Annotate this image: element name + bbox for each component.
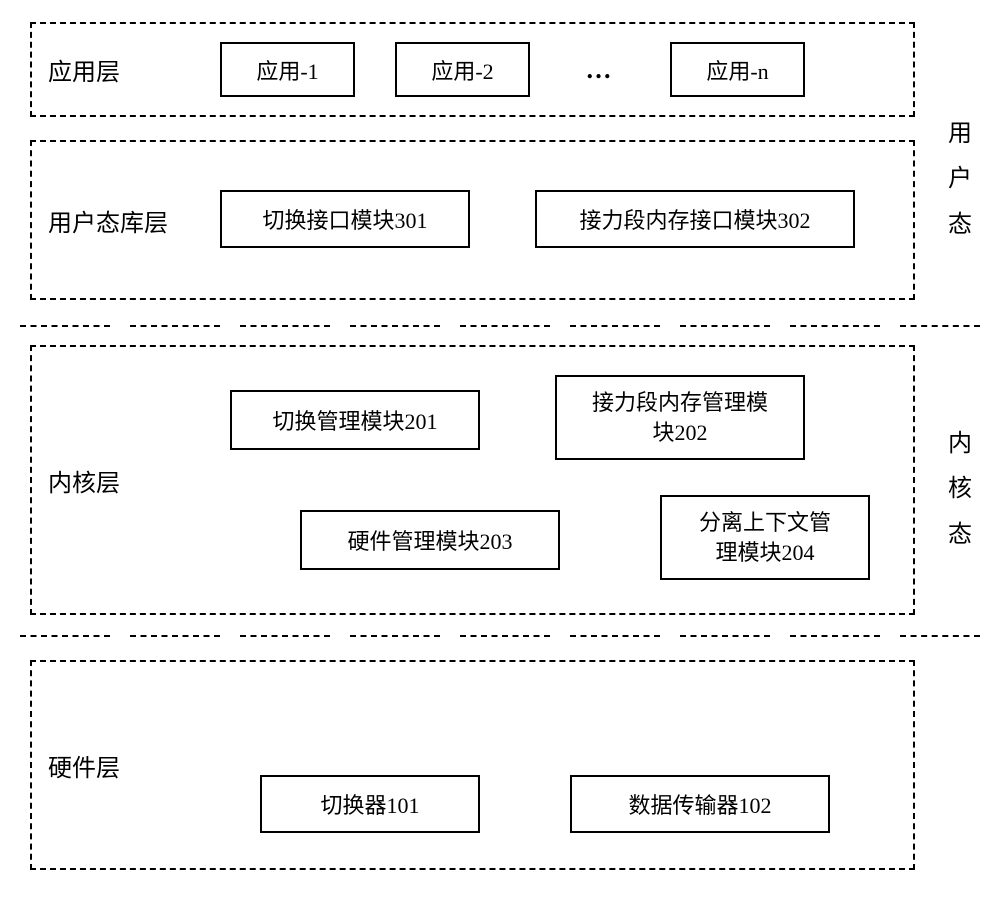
app-n-box: 应用-n — [670, 42, 805, 97]
module-301-box: 切换接口模块301 — [220, 190, 470, 248]
app-1-box: 应用-1 — [220, 42, 355, 97]
module-204-box: 分离上下文管理模块204 — [660, 495, 870, 580]
layer-app-label: 应用层 — [48, 22, 198, 117]
kernel-mode-label: 内 核 态 — [940, 370, 980, 610]
layer-lib-label: 用户态库层 — [48, 140, 218, 300]
diagram-stage: 应用层 用户态库层 内核层 硬件层 应用-1 应用-2 … 应用-n 切换接口模… — [0, 0, 1000, 905]
module-102-box: 数据传输器102 — [570, 775, 830, 833]
module-101-box: 切换器101 — [260, 775, 480, 833]
user-mode-label: 用 户 态 — [940, 60, 980, 300]
layer-kernel-label: 内核层 — [48, 345, 198, 615]
app-2-box: 应用-2 — [395, 42, 530, 97]
module-302-box: 接力段内存接口模块302 — [535, 190, 855, 248]
layer-hw-label: 硬件层 — [48, 660, 198, 870]
module-201-box: 切换管理模块201 — [230, 390, 480, 450]
module-203-box: 硬件管理模块203 — [300, 510, 560, 570]
ellipsis-icon: … — [565, 42, 635, 97]
module-202-box: 接力段内存管理模块202 — [555, 375, 805, 460]
